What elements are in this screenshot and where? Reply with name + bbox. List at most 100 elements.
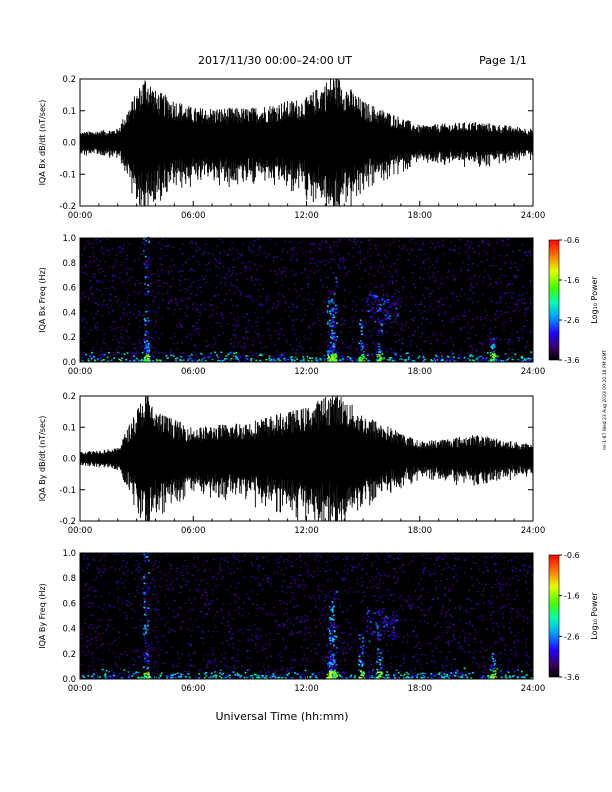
spectrogram-noise-cell	[516, 300, 519, 302]
spectrogram-noise-cell	[272, 260, 275, 262]
spectrogram-lowfreq-cell	[90, 352, 93, 354]
spectrogram-burst-cell	[334, 353, 337, 355]
spectrogram-noise-cell	[269, 270, 272, 272]
spectrogram-noise-cell	[327, 669, 329, 672]
spectrogram-burst-cell	[145, 346, 148, 349]
spectrogram-burst-cell	[359, 357, 362, 359]
spectrogram-noise-cell	[336, 628, 339, 630]
spectrogram-noise-cell	[409, 240, 411, 243]
spectrogram-noise-cell	[322, 312, 325, 314]
spectrogram-lowfreq-cell	[258, 676, 261, 679]
spectrogram-noise-cell	[390, 304, 392, 306]
spectrogram-noise-cell	[254, 643, 257, 645]
spectrogram-noise-cell	[293, 288, 296, 291]
spectrogram-noise-cell	[202, 631, 205, 634]
spectrogram-noise-cell	[88, 297, 90, 299]
spectrogram-noise-cell	[194, 597, 196, 599]
spectrogram-noise-cell	[424, 305, 427, 308]
spectrogram-lowfreq-cell	[134, 672, 137, 675]
spectrogram-noise-cell	[187, 258, 190, 260]
spectrogram-noise-cell	[124, 579, 127, 581]
spectrogram-noise-cell	[293, 274, 296, 276]
spectrogram-burst-cell	[331, 313, 334, 316]
spectrogram-noise-cell	[84, 295, 87, 298]
spectrogram-noise-cell	[445, 611, 447, 613]
spectrogram-noise-cell	[195, 589, 198, 591]
spectrogram-noise-cell	[502, 240, 504, 243]
spectrogram-noise-cell	[413, 675, 416, 678]
spectrogram-noise-cell	[452, 671, 455, 674]
spectrogram-noise-cell	[191, 246, 193, 248]
spectrogram-noise-cell	[150, 282, 153, 284]
spectrogram-noise-cell	[334, 598, 336, 601]
spectrogram-lowfreq-cell	[520, 670, 523, 673]
spectrogram-noise-cell	[117, 600, 119, 603]
spectrogram-noise-cell	[516, 303, 519, 306]
spectrogram-noise-cell	[107, 348, 110, 350]
spectrogram-noise-cell	[304, 632, 306, 635]
spectrogram-noise-cell	[394, 304, 397, 306]
spectrogram-noise-cell	[223, 250, 225, 253]
spectrogram-noise-cell	[225, 278, 227, 280]
spectrogram-noise-cell	[206, 599, 208, 601]
spectrogram-noise-cell	[509, 602, 511, 605]
spectrogram-noise-cell	[221, 610, 223, 612]
spectrogram-noise-cell	[417, 249, 420, 251]
spectrogram-noise-cell	[189, 659, 192, 661]
spectrogram-noise-cell	[253, 623, 256, 626]
spectrogram-noise-cell	[530, 331, 532, 333]
spectrogram-lowfreq-cell	[237, 674, 240, 676]
spectrogram-lowfreq-cell	[244, 357, 246, 360]
spectrogram-noise-cell	[222, 617, 225, 619]
spectrogram-noise-cell	[187, 610, 190, 613]
spectrogram-lowfreq-cell	[341, 359, 344, 361]
spectrogram-noise-cell	[179, 585, 182, 587]
spectrogram-burst-cell	[326, 677, 329, 679]
spectrogram-noise-cell	[216, 611, 219, 613]
spectrogram-burst-cell	[146, 617, 148, 620]
spectrogram-noise-cell	[443, 253, 446, 255]
spectrogram-noise-cell	[255, 299, 257, 302]
spectrogram-noise-cell	[300, 560, 302, 562]
spectrogram-noise-cell	[152, 355, 154, 358]
spectrogram-lowfreq-cell	[118, 358, 121, 361]
spectrogram-noise-cell	[192, 608, 194, 611]
spectrogram-noise-cell	[409, 606, 412, 608]
spectrogram-noise-cell	[283, 625, 286, 627]
spectrogram-noise-cell	[496, 563, 498, 566]
spectrogram-lowfreq-cell	[388, 357, 391, 359]
spectrogram-noise-cell	[160, 248, 162, 250]
spectrogram-noise-cell	[468, 246, 471, 248]
spectrogram-lowfreq-cell	[174, 677, 177, 679]
spectrogram-noise-cell	[517, 579, 520, 581]
spectrogram-noise-cell	[190, 240, 193, 242]
spectrogram-burst-cell	[144, 324, 147, 326]
spectrogram-noise-cell	[216, 312, 218, 315]
spectrogram-noise-cell	[213, 663, 215, 665]
spectrogram-noise-cell	[332, 589, 335, 591]
spectrogram-lowfreq-cell	[464, 674, 467, 676]
spectrogram-lowfreq-cell	[286, 673, 289, 676]
spectrogram-noise-cell	[509, 267, 511, 269]
spectrogram-noise-cell	[401, 286, 403, 288]
spectrogram-noise-cell	[360, 558, 363, 561]
spectrogram-burst-cell	[143, 606, 146, 609]
spectrogram-noise-cell	[408, 604, 411, 607]
spectrogram-noise-cell	[96, 242, 98, 244]
spectrogram-lowfreq-cell	[118, 672, 121, 675]
spectrogram-lowfreq-cell	[236, 358, 238, 360]
spectrogram-burst-cell	[143, 597, 146, 600]
spectrogram-noise-cell	[119, 653, 121, 655]
spectrogram-noise-cell	[306, 672, 308, 674]
spectrogram-burst-cell	[328, 636, 331, 638]
spectrogram-noise-cell	[381, 609, 384, 611]
spectrogram-noise-cell	[470, 283, 473, 285]
spectrogram-noise-cell	[506, 306, 509, 308]
spectrogram-lowfreq-cell	[508, 357, 511, 359]
spectrogram-burst-cell	[494, 343, 497, 346]
spectrogram-lowfreq-cell	[291, 359, 294, 361]
spectrogram-lowfreq-cell	[188, 355, 191, 357]
spectrogram-noise-cell	[81, 266, 84, 268]
spectrogram-noise-cell	[125, 329, 127, 331]
spectrogram-noise-cell	[101, 281, 104, 284]
